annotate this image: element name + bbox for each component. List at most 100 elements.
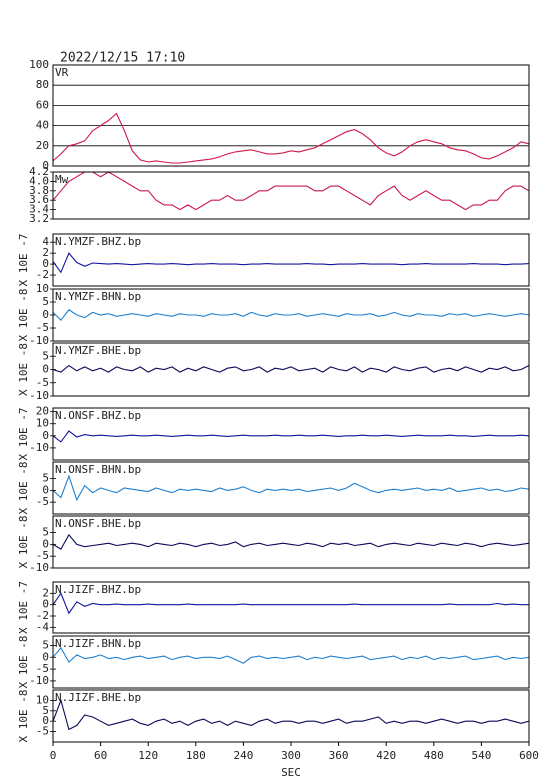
chart-title: 2022/12/15 17:10 [60,51,185,66]
data-line [52,646,530,664]
x-tick-label: 240 [233,749,253,762]
data-line [52,112,530,164]
data-line [52,252,530,274]
y-unit-label: X 10E -8 [17,516,30,569]
y-tick-label: 3.8 [29,184,49,197]
y-unit-label: X 10E -8 [17,636,30,689]
panel-label: N.YMZF.BHZ.bp [55,235,141,248]
y-tick-label: 3.4 [29,203,49,216]
x-tick-label: 420 [376,749,396,762]
x-tick-label: 600 [519,749,539,762]
y-unit-label: X 10E -8 [17,343,30,396]
panel-frame [52,233,530,287]
y-tick-label: -5 [36,662,49,675]
y-tick-label: -5 [36,321,49,334]
panel-frame [52,171,530,220]
y-tick-label: -5 [36,549,49,562]
panel-label: N.ONSF.BHZ.bp [55,409,141,422]
y-unit-label: X 10E -7 [17,581,30,634]
y-tick-label: -5 [36,495,49,508]
y-unit-label: X 10E -8 [17,462,30,515]
y-tick-label: 2 [42,246,49,259]
y-tick-label: 0 [42,159,49,172]
y-tick-label: 0 [42,363,49,376]
y-tick-label: 0 [42,483,49,496]
y-unit-label: X 10E -8 [17,690,30,743]
y-tick-label: 5 [42,295,49,308]
panel-frame [52,461,530,515]
x-axis-label: SEC [281,766,301,779]
y-tick-label: 4.0 [29,174,49,187]
y-tick-label: 3.6 [29,193,49,206]
panel-frame [52,515,530,569]
y-tick-label: 40 [36,119,49,132]
panel-label: N.YMZF.BHE.bp [55,344,141,357]
y-tick-label: -10 [29,389,49,402]
panel-label: N.JIZF.BHN.bp [55,637,141,650]
x-tick-label: 180 [186,749,206,762]
data-line [52,364,530,373]
y-tick-label: -10 [29,334,49,347]
y-unit-label: X 10E -7 [17,234,30,287]
y-tick-label: -10 [29,441,49,454]
data-line [52,430,530,443]
panel-frame [52,64,530,167]
y-tick-label: 0 [42,537,49,550]
panel-frame [52,635,530,689]
y-tick-label: 5 [42,526,49,539]
data-line [52,698,530,731]
x-tick-label: 120 [138,749,158,762]
data-line [52,474,530,502]
y-unit-label: X 10E -7 [17,408,30,461]
panel-label: N.JIZF.BHZ.bp [55,583,141,596]
y-tick-label: -10 [29,561,49,574]
x-tick-label: 0 [50,749,57,762]
panel-frame [52,407,530,461]
x-tick-label: 480 [424,749,444,762]
y-tick-label: 4.2 [29,165,49,178]
panel-label: N.ONSF.BHE.bp [55,517,141,530]
y-tick-label: 5 [42,704,49,717]
x-tick-label: 360 [329,749,349,762]
y-tick-label: 5 [42,349,49,362]
y-tick-label: 0 [42,598,49,611]
y-tick-label: 20 [36,405,49,418]
y-tick-label: 0 [42,429,49,442]
y-tick-label: 0 [42,714,49,727]
data-line [52,309,530,322]
y-tick-label: -5 [36,725,49,738]
y-tick-label: 10 [36,693,49,706]
panel-frame [52,342,530,397]
y-tick-label: 0 [42,308,49,321]
y-tick-label: -2 [36,268,49,281]
panel-frame [52,288,530,342]
y-tick-label: 0 [42,650,49,663]
y-tick-label: 4 [42,235,49,248]
panel-frame [52,581,530,634]
x-tick-label: 300 [281,749,301,762]
y-unit-label: X 10E -8 [17,289,30,342]
y-tick-label: 5 [42,472,49,485]
data-line [52,171,530,211]
y-tick-label: -10 [29,674,49,687]
y-tick-label: 2 [42,586,49,599]
y-tick-label: 3.2 [29,212,49,225]
panel-label: N.JIZF.BHE.bp [55,691,141,704]
data-line [52,592,529,615]
y-tick-label: -4 [36,620,50,633]
y-tick-label: 80 [36,78,49,91]
panel-label: N.YMZF.BHN.bp [55,290,141,303]
y-tick-label: 60 [36,98,49,111]
y-tick-label: -2 [36,609,49,622]
x-tick-label: 60 [94,749,107,762]
y-tick-label: 100 [29,58,49,71]
data-line [52,533,530,550]
y-tick-label: -5 [36,376,49,389]
panel-label: VR [55,66,69,79]
panel-label: N.ONSF.BHN.bp [55,463,141,476]
panel-label: Mw [55,173,69,186]
y-tick-label: 10 [36,417,49,430]
y-tick-label: 20 [36,139,49,152]
y-tick-label: 5 [42,638,49,651]
